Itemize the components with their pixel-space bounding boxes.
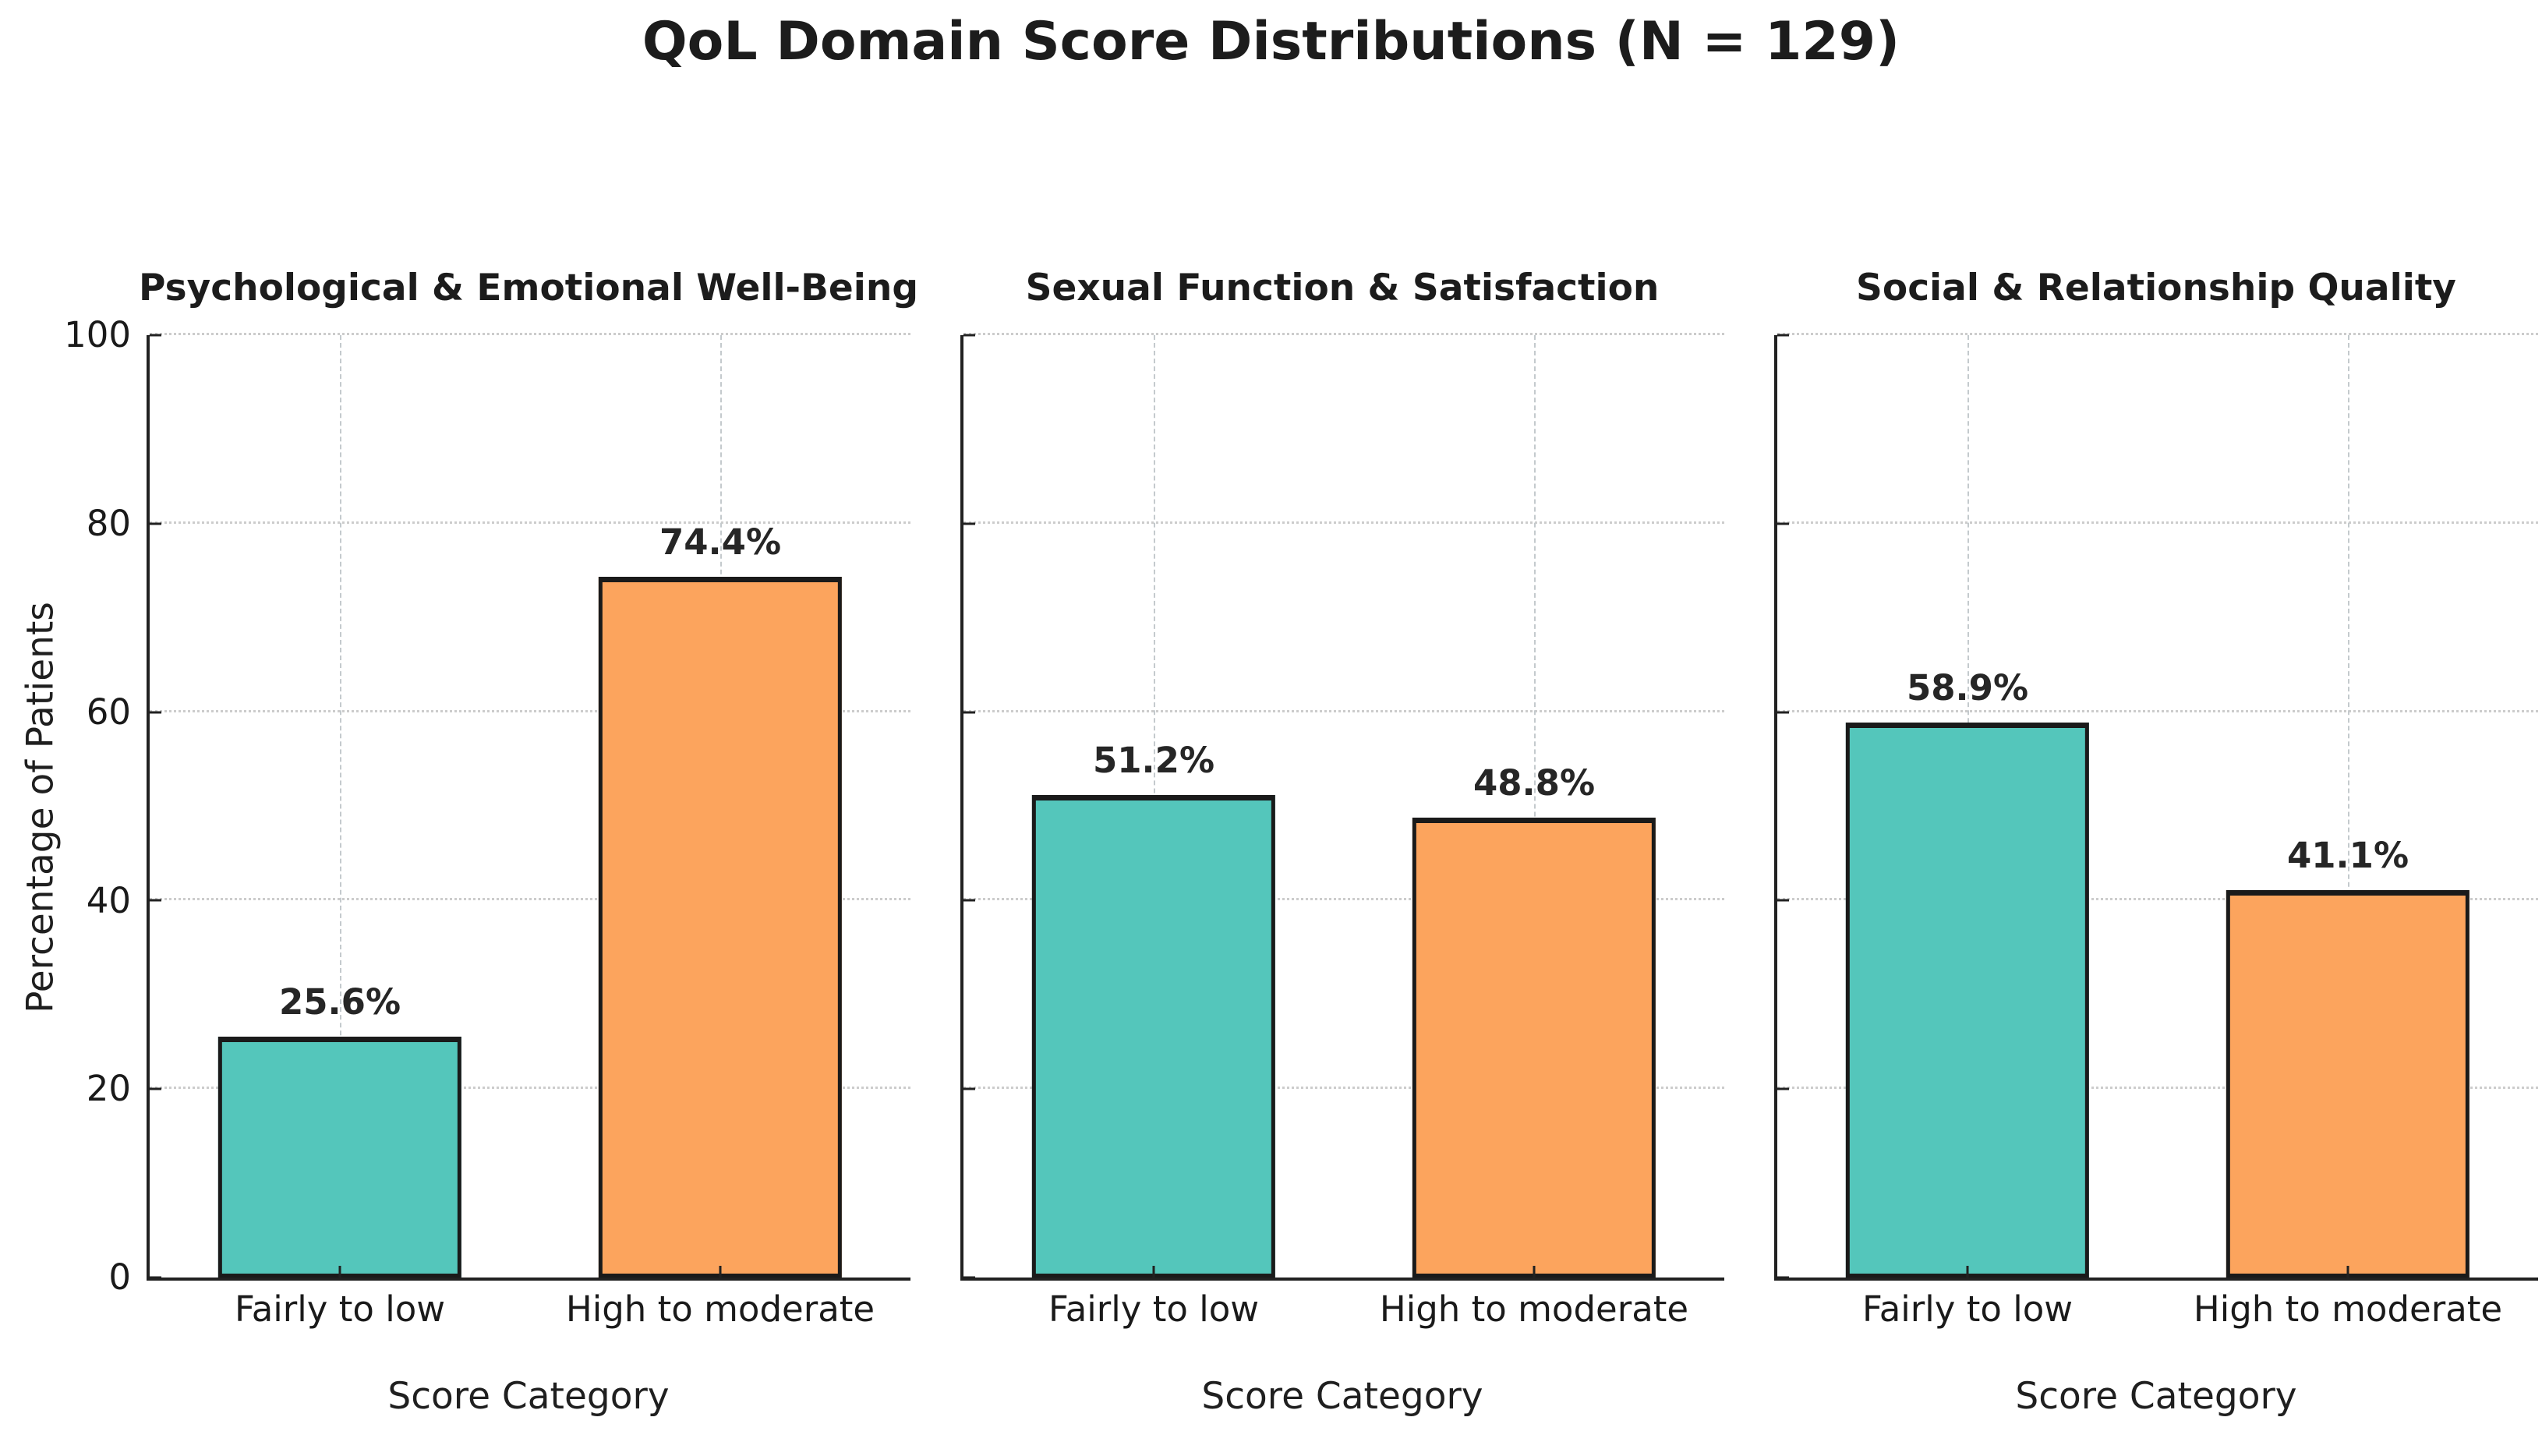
y-tick-mark (963, 334, 975, 337)
vertical-gridline (340, 335, 341, 1278)
bar-fairly-to-low (1031, 795, 1276, 1278)
y-tick-label: 0 (108, 1256, 131, 1299)
vertical-gridline (1534, 335, 1536, 1278)
y-tick-mark (963, 899, 975, 902)
x-tick-label: High to moderate (2193, 1288, 2503, 1330)
x-tick-label: Fairly to low (1048, 1288, 1260, 1330)
bar-value-label: 41.1% (2286, 835, 2409, 877)
subplot-social-relationship: Social & Relationship Quality 58.9% Fairl… (1774, 262, 2538, 1431)
bar-high-to-moderate (1412, 818, 1656, 1278)
x-tick-mark (338, 1266, 341, 1278)
y-tick-mark (1777, 899, 1789, 902)
plot-area: 0 20 40 60 80 100 25.6% Fairly to low 74.4% High … (64, 317, 910, 1327)
horizontal-gridline (150, 898, 910, 901)
subplot-title: Social & Relationship Quality (1856, 267, 2456, 309)
y-tick-mark (963, 1276, 975, 1279)
y-tick-mark (150, 1087, 161, 1090)
x-tick-mark (2346, 1266, 2349, 1278)
subplot-sexual-function: Sexual Function & Satisfaction 51.2% Fair… (960, 262, 1724, 1431)
plot-area: 58.9% Fairly to low 41.1% High to moderate (1774, 333, 2538, 1327)
y-tick-label: 40 (86, 879, 131, 921)
figure-title: QoL Domain Score Distributions (N = 129) (642, 11, 1900, 72)
y-tick-label: 20 (86, 1068, 131, 1110)
y-tick-mark (150, 711, 161, 714)
horizontal-gridline (1777, 333, 2538, 335)
y-tick-mark (150, 1276, 161, 1279)
x-tick-mark (1533, 1266, 1536, 1278)
vertical-gridline (2348, 335, 2349, 1278)
horizontal-gridline (150, 333, 910, 335)
bar-fairly-to-low (217, 1036, 462, 1278)
horizontal-gridline (963, 333, 1724, 335)
horizontal-gridline (963, 521, 1724, 524)
bar-value-label: 25.6% (278, 981, 401, 1023)
horizontal-gridline (1777, 709, 2538, 712)
subplot-title: Psychological & Emotional Well-Being (139, 267, 918, 309)
y-tick-label: 80 (86, 502, 131, 544)
horizontal-gridline (963, 1087, 1724, 1090)
x-axis-label: Score Category (2015, 1375, 2297, 1418)
x-axis-label: Score Category (387, 1375, 670, 1418)
horizontal-gridline (150, 709, 910, 712)
horizontal-gridline (1777, 898, 2538, 901)
horizontal-gridline (963, 898, 1724, 901)
y-tick-mark (963, 522, 975, 525)
y-tick-mark (963, 711, 975, 714)
y-tick-mark (1777, 334, 1789, 337)
x-tick-mark (1152, 1266, 1155, 1278)
plot-area: 51.2% Fairly to low 48.8% High to moderate (960, 333, 1724, 1327)
horizontal-gridline (1777, 521, 2538, 524)
horizontal-gridline (963, 709, 1724, 712)
subplot-psychological-emotional: Psychological & Emotional Well-Being 0 20… (64, 262, 918, 1431)
x-tick-mark (719, 1266, 722, 1278)
x-axis-label: Score Category (1201, 1375, 1483, 1418)
bar-high-to-moderate (2226, 890, 2470, 1278)
bar-high-to-moderate (598, 576, 843, 1278)
y-tick-mark (150, 334, 161, 337)
y-tick-mark (963, 1087, 975, 1090)
y-tick-label: 60 (86, 691, 131, 733)
horizontal-gridline (150, 521, 910, 524)
horizontal-gridline (1777, 1087, 2538, 1090)
y-axis-label: Percentage of Patients (19, 602, 62, 1013)
bar-fairly-to-low (1845, 722, 2090, 1278)
y-tick-label: 100 (64, 314, 131, 356)
x-tick-label: High to moderate (565, 1288, 875, 1330)
bar-value-label: 58.9% (1906, 666, 2029, 709)
y-tick-mark (1777, 1087, 1789, 1090)
bar-value-label: 51.2% (1092, 740, 1215, 781)
x-tick-label: Fairly to low (1861, 1288, 2074, 1330)
y-tick-mark (1777, 711, 1789, 714)
horizontal-gridline (150, 1087, 910, 1090)
y-tick-mark (150, 899, 161, 902)
x-tick-label: Fairly to low (234, 1288, 446, 1330)
y-tick-mark (1777, 522, 1789, 525)
bar-value-label: 48.8% (1473, 762, 1596, 804)
subplot-title: Sexual Function & Satisfaction (1025, 267, 1660, 309)
y-tick-mark (1777, 1276, 1789, 1279)
x-tick-mark (1966, 1266, 1969, 1278)
bar-value-label: 74.4% (659, 521, 782, 563)
x-tick-label: High to moderate (1379, 1288, 1689, 1330)
y-tick-mark (150, 522, 161, 525)
